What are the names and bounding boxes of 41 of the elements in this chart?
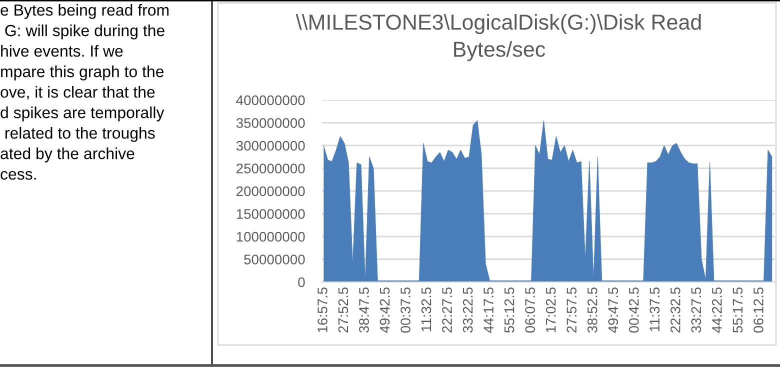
y-tick-label: 400000000 (236, 95, 305, 106)
x-tick-label: 55:17.5 (732, 287, 743, 333)
x-tick-label: 06:12.5 (754, 287, 764, 333)
y-tick-label: 250000000 (236, 164, 305, 174)
text: ove, it is clear that the (0, 86, 155, 100)
x-tick-label: 38:52.5 (587, 287, 598, 333)
x-tick-label: 27:57.5 (566, 287, 577, 332)
text: mpare this graph to the (1, 66, 164, 80)
x-tick-label: 00:37.5 (400, 287, 410, 333)
x-tick-label: 44:22.5 (712, 287, 722, 333)
x-tick-label: 33:27.5 (691, 287, 702, 333)
y-tick-label: 350000000 (236, 118, 305, 128)
y-tick-label: 150000000 (236, 209, 305, 219)
x-tick-label: 22:32.5 (670, 287, 680, 332)
chart-title: \\MILESTONE3\LogicalDisk(G:)\Disk Read Bytes/sec (296, 14, 701, 62)
x-tick-label: 00:42.5 (628, 287, 639, 333)
x-tick-label: 49:47.5 (608, 287, 618, 333)
text: related to the troughs (6, 127, 155, 142)
x-tick-label: 49:42.5 (380, 287, 390, 333)
x-tick-label: 11:37.5 (650, 287, 660, 332)
y-tick-label: 0 (298, 277, 305, 288)
y-tick-label: 50000000 (244, 254, 305, 264)
text: d spikes are temporally (0, 106, 164, 122)
x-tick-label: 38:47.5 (359, 287, 369, 333)
x-tick-label: 22:27.5 (442, 287, 452, 332)
text: hive events. If we (1, 45, 123, 57)
x-tick-label: 27:52.5 (338, 287, 348, 332)
x-tick-label: 11:32.5 (421, 287, 432, 332)
x-tick-label: 17:02.5 (546, 287, 556, 332)
x-tick-label: 06:07.5 (525, 287, 535, 333)
y-tick-label: 300000000 (236, 140, 305, 151)
y-tick-label: 100000000 (236, 232, 305, 242)
text: ated by the archive (0, 148, 134, 162)
text: G: will spike during the (5, 24, 164, 40)
x-tick-label: 33:22.5 (462, 287, 473, 333)
x-tick-label: 55:12.5 (504, 287, 514, 333)
x-tick-label: 44:17.5 (484, 287, 494, 333)
x-tick-label: 16:57.5 (318, 287, 328, 332)
text: cess. (0, 170, 36, 180)
text: e Bytes being read from (0, 4, 169, 19)
y-tick-label: 200000000 (236, 186, 305, 196)
